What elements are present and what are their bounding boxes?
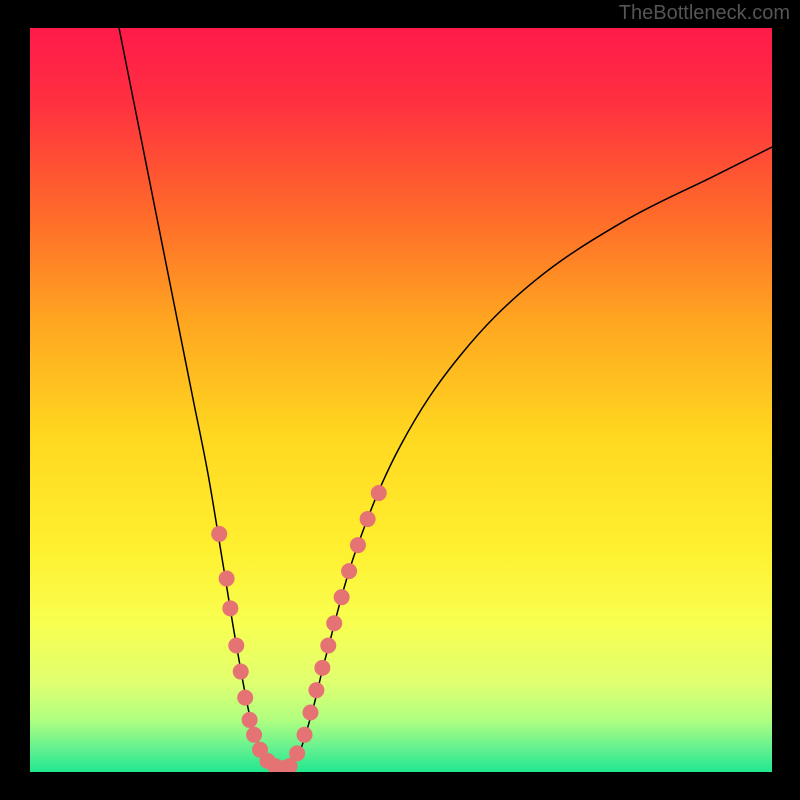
marker-point [219, 571, 235, 587]
marker-point [308, 682, 324, 698]
marker-point [326, 615, 342, 631]
marker-point [222, 600, 238, 616]
marker-point [289, 745, 305, 761]
marker-point [233, 664, 249, 680]
marker-point [320, 638, 336, 654]
marker-point [302, 704, 318, 720]
marker-point [350, 537, 366, 553]
marker-point [246, 727, 262, 743]
watermark-text: TheBottleneck.com [619, 2, 790, 25]
chart-container: TheBottleneck.com [0, 0, 800, 800]
marker-point [242, 712, 258, 728]
marker-point [314, 660, 330, 676]
marker-point [341, 563, 357, 579]
marker-point [360, 511, 376, 527]
marker-point [237, 690, 253, 706]
marker-point [297, 727, 313, 743]
marker-point [371, 485, 387, 501]
chart-svg [0, 0, 800, 800]
marker-point [228, 638, 244, 654]
marker-point [334, 589, 350, 605]
marker-point [211, 526, 227, 542]
